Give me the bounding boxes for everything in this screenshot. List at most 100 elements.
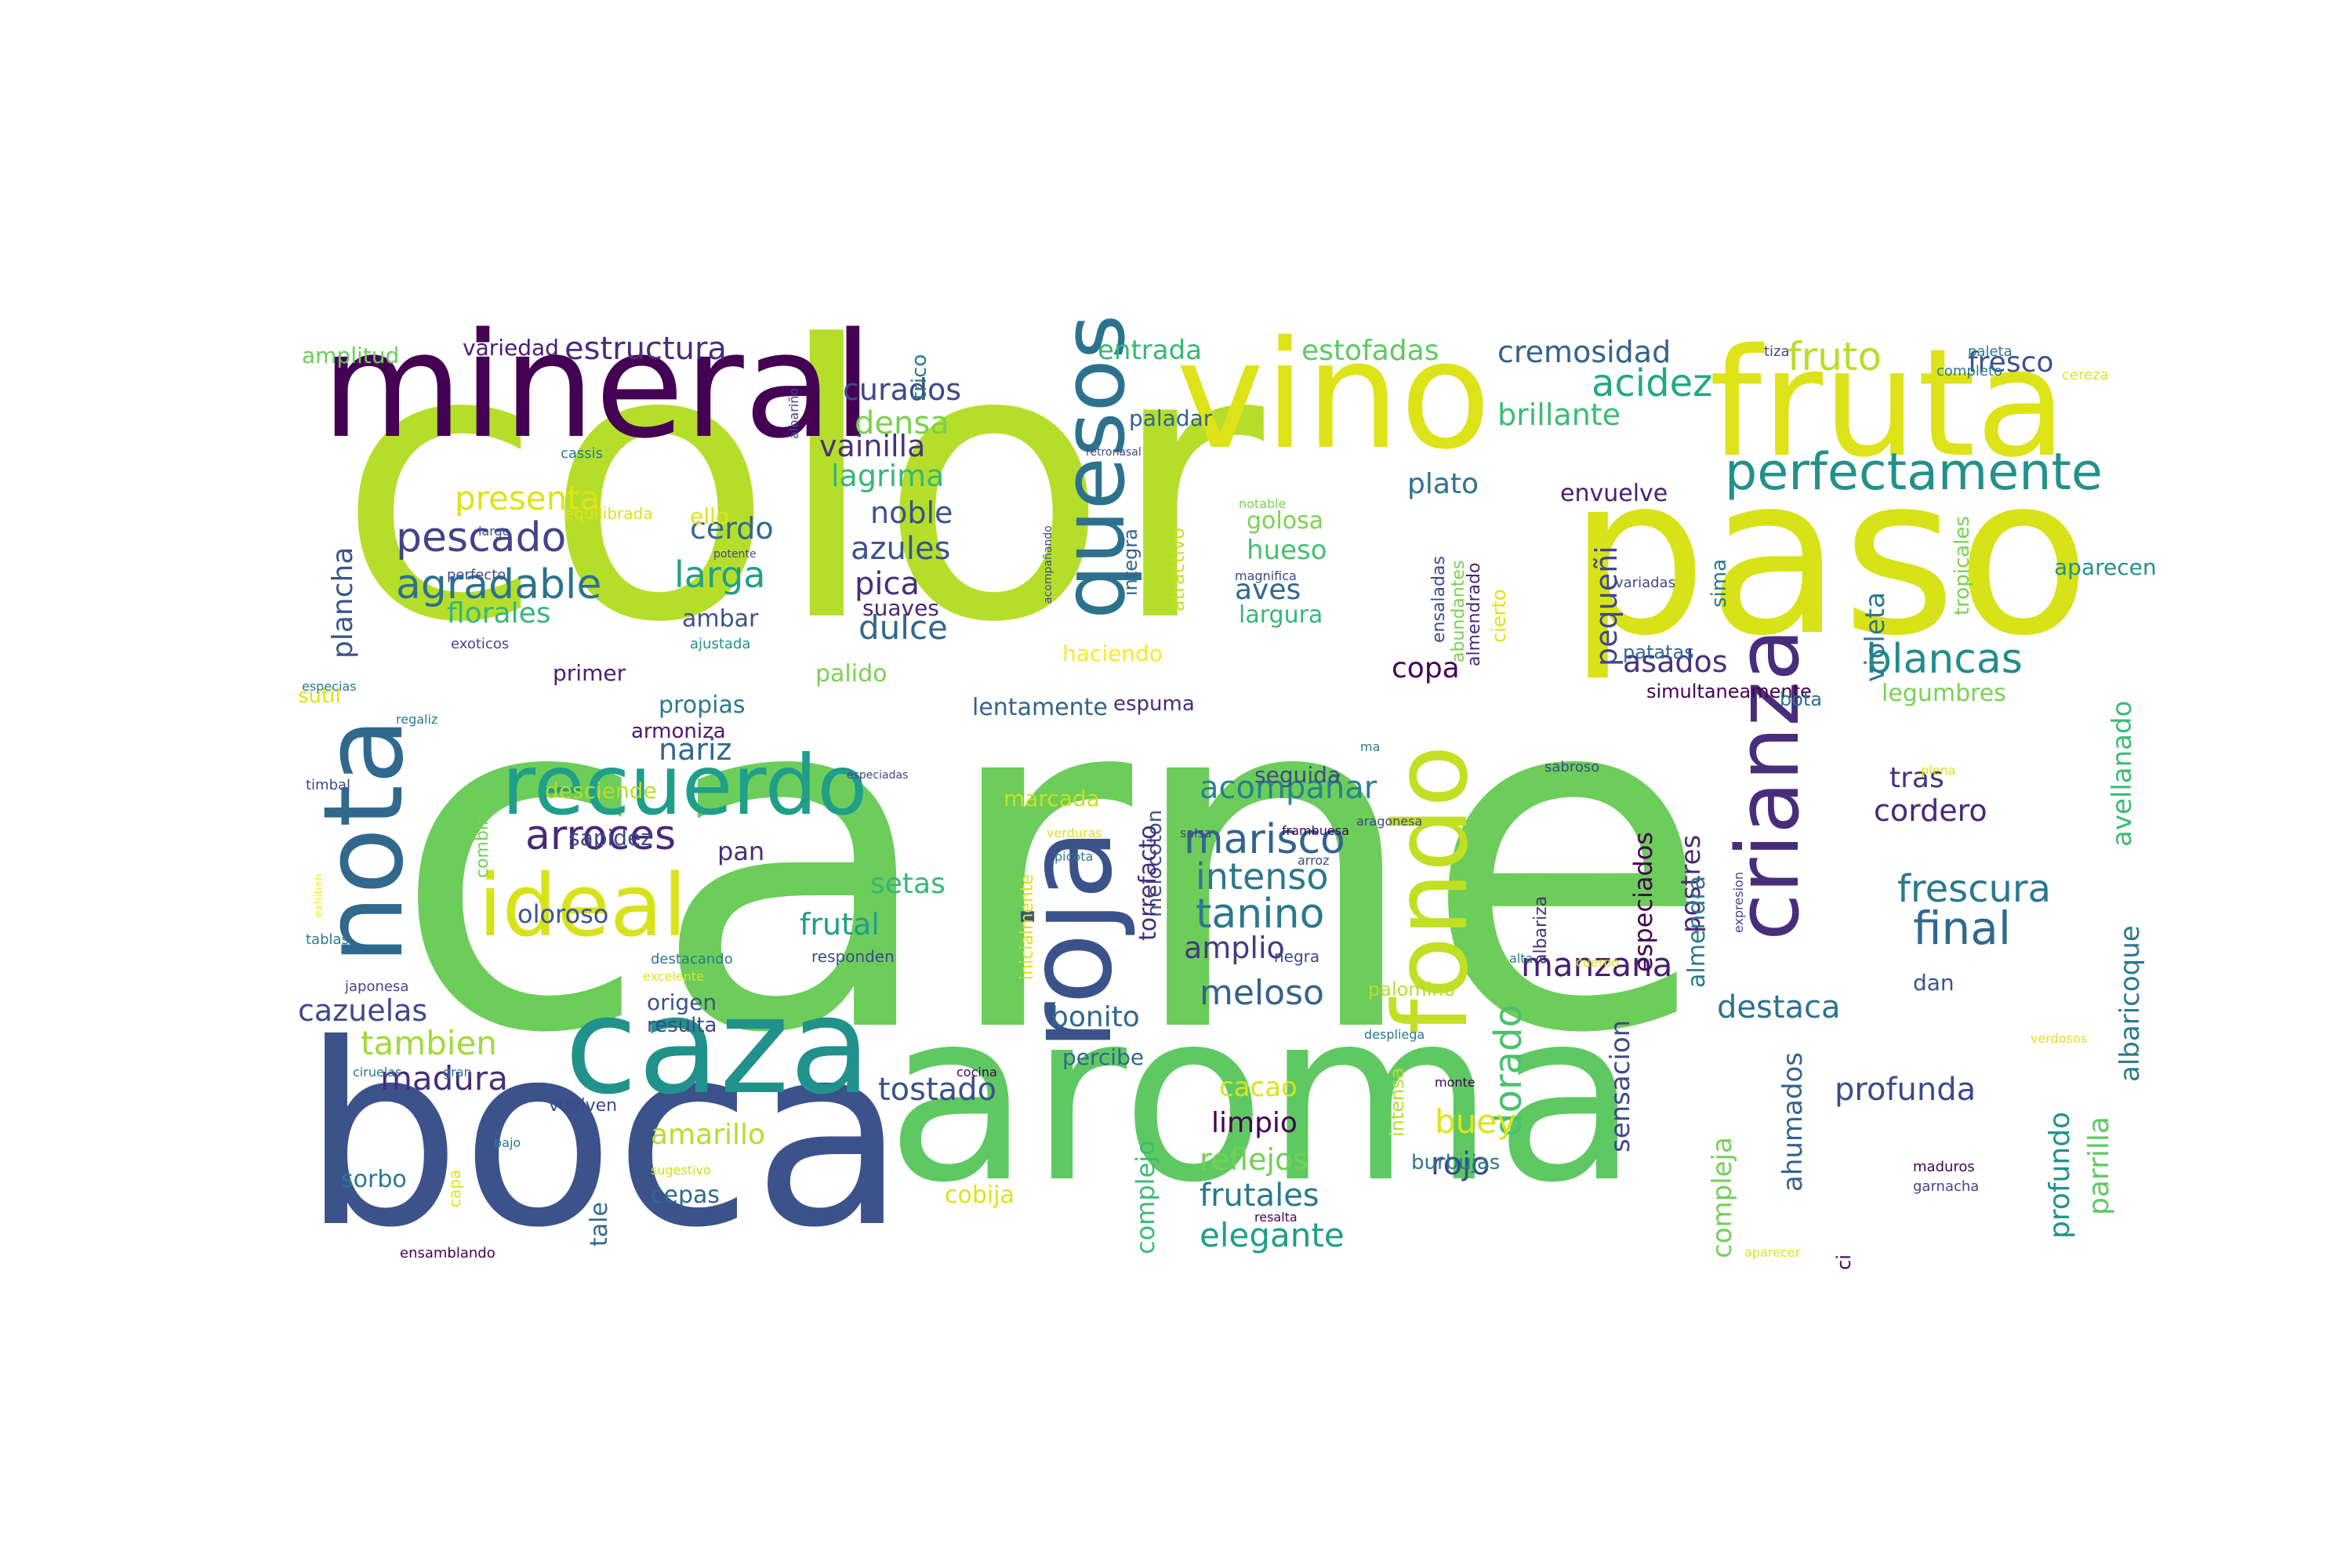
word-49: cazuelas: [298, 993, 428, 1028]
word-146: cereza: [2062, 367, 2109, 383]
word-139: albariza: [1531, 895, 1551, 964]
word-195: maduros: [1913, 1159, 1975, 1175]
word-88: plancha: [327, 546, 359, 659]
word-182: salsa: [1180, 826, 1212, 840]
word-152: perfecto: [447, 567, 506, 583]
word-130: trico: [908, 354, 931, 400]
word-198: aparecer: [1744, 1245, 1801, 1260]
word-21: blancas: [1866, 636, 2023, 683]
word-44: amplio: [1184, 931, 1285, 965]
word-123: aparecen: [2054, 554, 2157, 580]
word-164: responden: [811, 947, 895, 966]
word-133: intensa: [1386, 1067, 1408, 1137]
word-175: magnifica: [1235, 568, 1297, 583]
word-10: nota: [300, 717, 428, 964]
word-124: sima: [1708, 558, 1731, 608]
word-159: combinan: [473, 793, 492, 878]
word-103: tale: [586, 1202, 613, 1247]
word-154: ajustada: [690, 636, 751, 652]
word-52: setas: [870, 868, 946, 900]
word-45: acompañar: [1200, 770, 1377, 806]
word-79: oloroso: [517, 899, 609, 929]
word-91: ambar: [682, 605, 759, 633]
word-51: tostado: [878, 1072, 997, 1108]
word-170: bajo: [494, 1135, 521, 1150]
word-104: sutil: [298, 684, 341, 708]
word-167: gran: [443, 1065, 472, 1080]
word-29: presenta: [455, 479, 601, 517]
word-78: envuelve: [1560, 480, 1668, 507]
word-144: tiza: [1764, 343, 1790, 360]
word-184: picota: [1054, 849, 1094, 864]
word-19: arroces: [525, 812, 677, 859]
word-17: pescado: [396, 514, 567, 561]
word-101: cobija: [945, 1181, 1014, 1209]
word-192: variadas: [1615, 575, 1675, 591]
word-127: simultaneamente: [1646, 681, 1812, 702]
word-85: palido: [815, 660, 887, 688]
word-76: estofadas: [1301, 335, 1439, 367]
word-168: vuelven: [549, 1096, 618, 1116]
word-20: agradable: [396, 561, 602, 608]
word-53: frutal: [800, 907, 880, 942]
word-61: elegante: [1200, 1216, 1345, 1254]
word-171: capa: [445, 1169, 464, 1207]
word-80: sapidez: [568, 825, 652, 851]
word-189: cuerpo: [1576, 955, 1620, 970]
word-37: noble: [870, 495, 953, 530]
word-87: primer: [553, 660, 626, 686]
word-179: sabroso: [1544, 759, 1600, 775]
word-149: equilibrada: [564, 504, 653, 523]
word-8: caza: [564, 969, 872, 1124]
word-110: parrilla: [2083, 1116, 2115, 1215]
word-143: completo: [1936, 363, 2003, 379]
word-120: torrefacto: [1134, 825, 1162, 941]
word-63: reflejos: [1200, 1142, 1309, 1177]
word-197: resalta: [1254, 1210, 1298, 1225]
word-38: azules: [851, 531, 951, 567]
word-75: entrada: [1098, 335, 1203, 366]
word-25: tanino: [1196, 891, 1325, 938]
word-178: ma: [1360, 739, 1381, 754]
word-173: ensamblando: [400, 1245, 495, 1261]
word-153: exoticos: [451, 636, 510, 652]
word-33: lagrima: [831, 459, 945, 493]
word-32: curados: [843, 372, 962, 407]
word-66: buey: [1435, 1102, 1516, 1141]
word-97: percibe: [1062, 1044, 1145, 1070]
word-6: vino: [1176, 309, 1491, 482]
word-65: cacao: [1219, 1072, 1298, 1103]
word-125: tropicales: [1951, 516, 1974, 615]
word-169: cocina: [956, 1065, 997, 1080]
word-136: almendrado: [1465, 562, 1484, 666]
word-35: densa: [855, 405, 949, 441]
word-98: origen: [647, 989, 717, 1015]
word-166: ciruelas: [353, 1065, 402, 1080]
word-186: negra: [1274, 947, 1320, 966]
word-24: final: [1913, 902, 2011, 955]
word-121: paladar: [1129, 405, 1213, 431]
word-95: seguida: [1254, 762, 1341, 788]
word-151: potente: [713, 548, 757, 561]
word-81: pan: [717, 837, 765, 866]
word-0: carne: [392, 588, 1712, 1136]
word-108: avellanado: [2107, 700, 2138, 847]
word-42: intenso: [1196, 855, 1329, 898]
word-28: fruto: [1788, 334, 1882, 379]
word-70: hueso: [1247, 535, 1327, 566]
word-27: acidez: [1592, 361, 1713, 405]
word-64: limpio: [1211, 1107, 1298, 1139]
word-34: vainilla: [819, 429, 926, 463]
word-30: cremosidad: [1497, 335, 1671, 369]
word-54: manzana: [1521, 946, 1673, 984]
word-72: largura: [1239, 601, 1323, 629]
word-93: haciendo: [1062, 641, 1163, 666]
word-39: pica: [855, 566, 920, 602]
word-7: fruta: [1709, 317, 2067, 490]
word-69: plato: [1407, 468, 1479, 500]
word-16: perfectamente: [1725, 443, 2103, 502]
word-140: integra: [1120, 528, 1142, 596]
word-4: paso: [1568, 429, 2091, 684]
word-41: florales: [447, 597, 551, 630]
